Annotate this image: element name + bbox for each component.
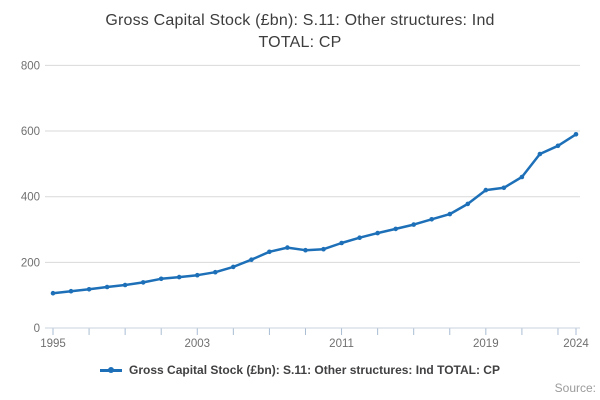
source-label: Source:: [554, 381, 596, 395]
x-axis-label-2003: 2003: [184, 338, 210, 350]
legend-dot-icon: [108, 367, 115, 373]
data-point-1997[interactable]: [86, 287, 92, 292]
data-point-2000[interactable]: [140, 280, 146, 285]
data-point-2019[interactable]: [483, 187, 489, 193]
x-axis-label-2024: 2024: [563, 338, 589, 350]
legend-item[interactable]: Gross Capital Stock (£bn): S.11: Other s…: [100, 363, 500, 377]
data-point-2009[interactable]: [303, 247, 308, 253]
y-axis-label-0: 0: [34, 323, 40, 335]
data-point-2012[interactable]: [357, 235, 362, 240]
data-point-2014[interactable]: [393, 226, 399, 232]
y-axis-label-400: 400: [21, 192, 40, 204]
x-axis-label-2019: 2019: [473, 338, 499, 350]
data-point-1999[interactable]: [122, 282, 128, 288]
data-point-2001[interactable]: [158, 276, 164, 282]
x-axis-label-1995: 1995: [40, 338, 66, 350]
chart-title: Gross Capital Stock (£bn): S.11: Other s…: [0, 10, 600, 54]
data-point-2017[interactable]: [447, 211, 453, 217]
y-axis-label-200: 200: [21, 257, 40, 269]
data-point-1998[interactable]: [104, 284, 110, 290]
chart-title-line-2: TOTAL: CP: [258, 34, 342, 51]
data-point-2020[interactable]: [501, 185, 507, 191]
data-point-2024[interactable]: [573, 132, 579, 137]
data-point-2006[interactable]: [249, 257, 254, 263]
legend-label: Gross Capital Stock (£bn): S.11: Other s…: [129, 363, 500, 377]
data-point-2013[interactable]: [375, 230, 380, 236]
data-point-2005[interactable]: [231, 264, 236, 270]
y-axis-label-800: 800: [21, 60, 40, 72]
data-point-2018[interactable]: [465, 201, 471, 207]
x-axis-label-2011: 2011: [329, 338, 354, 350]
data-point-2008[interactable]: [285, 245, 290, 250]
data-point-2022[interactable]: [537, 151, 543, 157]
data-point-1995[interactable]: [50, 290, 56, 296]
data-point-2002[interactable]: [176, 274, 182, 280]
y-axis-label-600: 600: [21, 126, 40, 138]
data-point-2007[interactable]: [267, 249, 272, 255]
legend-line-marker-icon: [100, 367, 123, 373]
chart-title-line-1: Gross Capital Stock (£bn): S.11: Other s…: [105, 12, 495, 29]
data-point-2011[interactable]: [339, 240, 344, 246]
data-point-2016[interactable]: [429, 217, 435, 222]
plot-area: 0 200 400 600 800 1995 2003 2011 2019 2024: [21, 60, 590, 350]
data-point-2015[interactable]: [411, 222, 417, 227]
data-point-2023[interactable]: [555, 143, 561, 149]
data-point-2003[interactable]: [195, 272, 200, 278]
data-point-2004[interactable]: [213, 269, 218, 275]
data-point-2021[interactable]: [519, 174, 525, 180]
legend: Gross Capital Stock (£bn): S.11: Other s…: [0, 363, 600, 377]
data-point-1996[interactable]: [68, 288, 74, 294]
series-line: [51, 133, 578, 295]
data-point-2010[interactable]: [321, 246, 326, 252]
